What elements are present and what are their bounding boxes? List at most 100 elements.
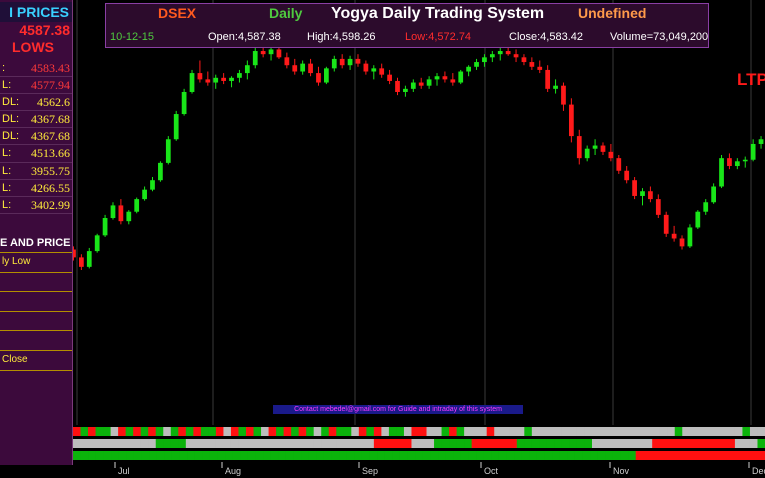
- indicator-segment: [223, 439, 232, 448]
- indicator-segment: [659, 439, 668, 448]
- period-label: Daily: [269, 5, 303, 21]
- panel-title: I PRICES: [0, 2, 72, 22]
- indicator-segment: [552, 451, 561, 460]
- indicator-segment: [749, 427, 758, 436]
- indicator-segment: [261, 427, 270, 436]
- candle-body: [513, 54, 519, 58]
- indicator-segment: [712, 439, 721, 448]
- indicator-segment: [667, 439, 676, 448]
- current-price: 4587.38: [0, 22, 72, 40]
- indicator-segment: [635, 451, 644, 460]
- candle-body: [284, 57, 290, 66]
- indicator-segment: [149, 451, 158, 460]
- indicator-segment: [449, 427, 458, 436]
- indicator-segment: [629, 439, 638, 448]
- indicator-segment: [727, 439, 736, 448]
- indicator-segment: [323, 451, 333, 460]
- candle-body: [189, 73, 195, 92]
- indicator-segment: [561, 427, 570, 436]
- candle-body: [300, 63, 306, 72]
- candle-body: [324, 68, 329, 83]
- indicator-segment: [111, 451, 120, 460]
- section-item: [0, 271, 72, 292]
- indicator-segment: [103, 427, 112, 436]
- indicator-segment: [468, 451, 477, 460]
- indicator-segment: [270, 451, 279, 460]
- indicator-segment: [727, 427, 736, 436]
- indicator-segment: [351, 439, 360, 448]
- indicator-segment: [422, 451, 431, 460]
- indicator-segment: [200, 439, 209, 448]
- indicator-segment: [637, 439, 646, 448]
- status-label: Undefined: [578, 5, 647, 21]
- indicator-segment: [399, 451, 409, 460]
- indicator-segment: [516, 439, 525, 448]
- indicator-segment: [373, 439, 382, 448]
- indicator-segment: [351, 427, 360, 436]
- indicator-segment: [321, 439, 330, 448]
- indicator-segment: [614, 427, 623, 436]
- indicator-segment: [689, 427, 698, 436]
- indicator-segment: [757, 451, 765, 460]
- candle-body: [229, 77, 234, 81]
- indicator-segment: [141, 451, 150, 460]
- candle-body: [600, 145, 606, 152]
- indicator-segment: [268, 439, 277, 448]
- x-axis-label: Aug: [225, 466, 241, 476]
- candle-body: [434, 76, 440, 80]
- indicator-segment: [133, 451, 142, 460]
- price-level-row: L: 3402.99: [0, 197, 72, 214]
- indicator-segment: [483, 451, 492, 460]
- indicator-segment: [313, 427, 322, 436]
- symbol-label: DSEX: [158, 5, 197, 21]
- indicator-segment: [419, 439, 428, 448]
- indicator-segment: [95, 439, 104, 448]
- indicator-segment: [592, 439, 601, 448]
- candle-body: [489, 54, 495, 58]
- indicator-segment: [193, 427, 202, 436]
- indicator-segment: [88, 439, 97, 448]
- volume-value: Volume=73,049,200: [610, 31, 709, 43]
- indicator-segment: [688, 451, 698, 460]
- indicator-segment: [614, 439, 623, 448]
- indicator-segment: [659, 427, 668, 436]
- indicator-segment: [569, 427, 578, 436]
- indicator-segment: [73, 439, 82, 448]
- indicator-segment: [73, 451, 82, 460]
- indicator-segment: [734, 427, 743, 436]
- candle-body: [403, 88, 408, 92]
- indicator-segment: [381, 427, 390, 436]
- indicator-segment: [622, 439, 631, 448]
- indicator-segment: [163, 439, 172, 448]
- indicator-segment: [742, 427, 751, 436]
- indicator-segment: [308, 451, 317, 460]
- indicator-segment: [369, 451, 378, 460]
- indicator-segment: [361, 451, 371, 460]
- indicator-segment: [501, 439, 510, 448]
- indicator-segment: [346, 451, 355, 460]
- indicator-segment: [164, 451, 173, 460]
- indicator-segment: [377, 451, 386, 460]
- indicator-segment: [373, 427, 382, 436]
- price-level-row: : 4583.43: [0, 60, 72, 78]
- indicator-segment: [411, 439, 420, 448]
- candle-body: [339, 58, 345, 66]
- indicator-segment: [524, 427, 533, 436]
- candle-body: [102, 218, 108, 236]
- candlestick-series: [31, 40, 764, 270]
- indicator-segment: [343, 439, 352, 448]
- indicator-segment: [605, 451, 614, 460]
- indicator-segment: [217, 451, 226, 460]
- indicator-segment: [599, 439, 608, 448]
- candle-body: [260, 51, 266, 55]
- indicator-segment: [536, 451, 545, 460]
- indicator-segment: [396, 427, 405, 436]
- indicator-segment: [255, 451, 264, 460]
- section-item: ly Low: [0, 252, 72, 272]
- indicator-segment: [719, 427, 728, 436]
- candle-body: [734, 161, 740, 167]
- indicator-segment: [118, 451, 127, 460]
- indicator-segment: [178, 439, 187, 448]
- candle-body: [569, 104, 574, 137]
